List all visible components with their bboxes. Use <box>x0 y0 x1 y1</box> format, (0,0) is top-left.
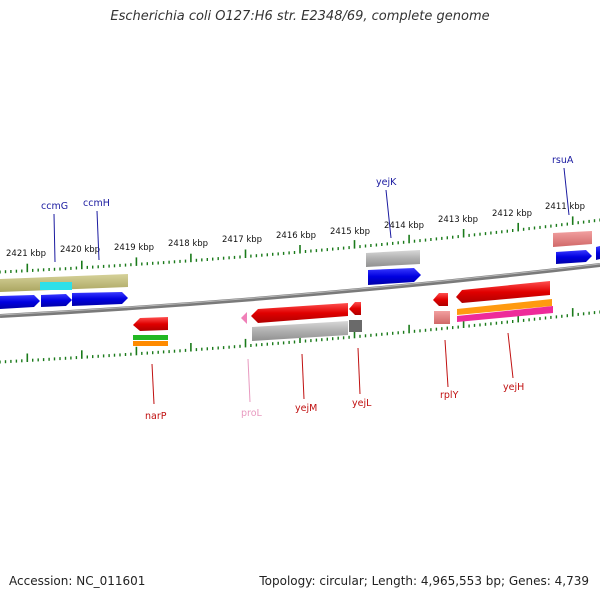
gene-narP-green[interactable] <box>133 335 168 340</box>
ruler-label: 2421 kbp <box>6 249 46 259</box>
gene-ccmG-arrow[interactable] <box>0 295 40 309</box>
gene-yejH-arrow[interactable] <box>456 281 550 303</box>
ruler-label: 2411 kbp <box>545 202 585 212</box>
topology-text: Topology: circular; Length: 4,965,553 bp… <box>259 574 589 588</box>
gene-label[interactable]: rsuA <box>552 155 574 166</box>
ruler-label: 2416 kbp <box>276 231 316 241</box>
gene-label[interactable]: yejK <box>376 177 397 188</box>
gene-yejK-grey[interactable] <box>366 250 420 267</box>
ruler-label: 2418 kbp <box>168 239 208 249</box>
leader-ccmH <box>96 210 100 261</box>
ruler-labels: 2421 kbp 2420 kbp 2419 kbp 2418 kbp 2417… <box>6 202 585 259</box>
ruler-label: 2413 kbp <box>438 215 478 225</box>
leader-narP <box>151 363 155 405</box>
leader-yejK <box>385 189 392 239</box>
gene-blue-top-3[interactable] <box>72 292 128 306</box>
ruler-label: 2415 kbp <box>330 227 370 237</box>
gene-yejK-blue[interactable] <box>368 268 421 285</box>
ruler-label: 2420 kbp <box>60 245 100 255</box>
gene-label[interactable]: proL <box>241 408 263 419</box>
upper-ruler <box>0 216 600 274</box>
gene-rplY-salmon[interactable] <box>434 311 450 324</box>
gene-label[interactable]: yejH <box>503 382 524 393</box>
ruler-label: 2417 kbp <box>222 235 262 245</box>
gene-label[interactable]: ccmH <box>83 198 110 209</box>
gene-label[interactable]: yejM <box>295 403 317 414</box>
leader-rsuA <box>563 167 570 216</box>
gene-edge-blue[interactable] <box>596 246 600 260</box>
gene-yejL-arrow[interactable] <box>349 302 361 315</box>
gene-label[interactable]: rplY <box>440 390 459 401</box>
gene-label[interactable]: yejL <box>352 398 372 409</box>
gene-ccmH-arrow[interactable] <box>41 294 72 307</box>
genome-backbone <box>0 263 600 318</box>
gene-rsuA-blue[interactable] <box>556 250 592 264</box>
gene-yejL-dark[interactable] <box>349 320 362 332</box>
gene-proL-marker[interactable] <box>241 312 247 324</box>
gene-label[interactable]: ccmG <box>41 201 68 212</box>
gene-cyan-top[interactable] <box>40 282 72 290</box>
map-title: Escherichia coli O127:H6 str. E2348/69, … <box>110 9 490 24</box>
gene-yejM-arrow[interactable] <box>251 303 348 323</box>
ruler-label: 2414 kbp <box>384 221 424 231</box>
leader-yejM <box>301 353 305 400</box>
ruler-label: 2412 kbp <box>492 209 532 219</box>
gene-rplY-arrow[interactable] <box>433 293 448 306</box>
ruler-label: 2419 kbp <box>114 243 154 253</box>
gene-rsuA-salmon[interactable] <box>553 231 592 247</box>
gene-narP-arrow[interactable] <box>133 317 168 331</box>
accession-text: Accession: NC_011601 <box>9 574 146 588</box>
gene-yejM-grey[interactable] <box>252 321 348 341</box>
leader-ccmG <box>53 213 56 263</box>
gene-narP-orange[interactable] <box>133 341 168 346</box>
gene-yejH-orange[interactable] <box>457 299 552 315</box>
gene-yejH-magenta[interactable] <box>457 306 553 322</box>
leader-proL <box>247 358 251 403</box>
leader-yejL <box>357 347 361 395</box>
gene-label[interactable]: narP <box>145 411 167 422</box>
leader-rplY <box>444 339 449 388</box>
leader-yejH <box>507 332 514 379</box>
